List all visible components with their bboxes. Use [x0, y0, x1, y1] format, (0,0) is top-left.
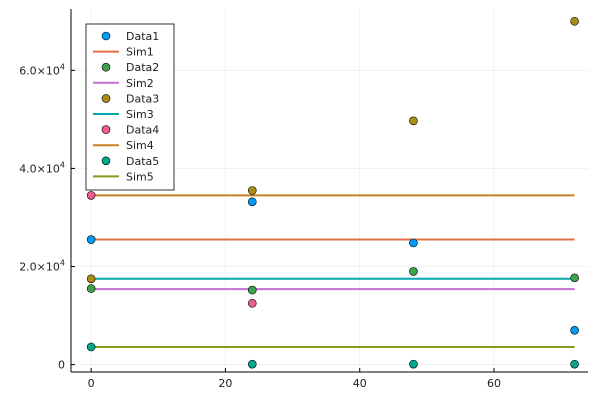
- data-point-data3: [409, 116, 418, 126]
- data-point-data4: [247, 299, 257, 308]
- data-point-data3: [86, 274, 96, 284]
- data-point-data2: [409, 267, 418, 276]
- data-point-data3: [570, 16, 579, 26]
- data-point-data1: [86, 235, 96, 244]
- legend-marker-data2: [101, 62, 111, 72]
- data-point-data1: [409, 238, 418, 248]
- legend-label-sim5: Sim5: [126, 170, 154, 183]
- legend-label-sim1: Sim1: [126, 46, 154, 59]
- legend-label-data2: Data2: [126, 61, 159, 74]
- data-point-data2: [570, 273, 579, 283]
- data-point-data5: [247, 359, 257, 369]
- y-tick-label: 0: [58, 359, 65, 372]
- data-point-data5: [570, 359, 579, 369]
- legend-label-data5: Data5: [126, 155, 159, 168]
- legend: Data1 Sim1 Data2 Sim2 Data3 Sim3 Data4 Sim4 Data…: [85, 23, 175, 191]
- legend-marker-data4: [101, 125, 111, 134]
- data-point-data2: [86, 284, 96, 293]
- y-tick-label: 6.0×104: [19, 62, 65, 77]
- legend-label-sim4: Sim4: [126, 139, 154, 152]
- legend-marker-data5: [101, 156, 111, 166]
- legend-label-data1: Data1: [126, 30, 159, 43]
- data-point-data4: [86, 191, 96, 200]
- legend-label-data4: Data4: [126, 124, 159, 137]
- legend-label-data3: Data3: [126, 92, 159, 105]
- data-point-data3: [247, 186, 257, 195]
- data-point-data2: [247, 285, 257, 295]
- data-point-data1: [247, 197, 257, 207]
- x-tick-label: 0: [88, 377, 95, 390]
- axes-layer: 0 20 40 60 0 2.0×104 4.0×104 6.0×104: [19, 9, 588, 390]
- x-tick-label: 60: [487, 377, 501, 390]
- series-layer: [86, 16, 579, 369]
- y-tick-label: 4.0×104: [19, 160, 65, 175]
- x-tick-label: 40: [353, 377, 367, 390]
- legend-label-sim2: Sim2: [126, 77, 154, 90]
- x-tick-label: 20: [218, 377, 232, 390]
- legend-label-sim3: Sim3: [126, 108, 154, 121]
- data-point-data5: [86, 342, 96, 352]
- data-point-data1: [570, 326, 579, 335]
- data-point-data5: [409, 359, 418, 369]
- y-tick-label: 2.0×104: [19, 259, 65, 274]
- legend-marker-data1: [101, 31, 111, 41]
- legend-marker-data3: [101, 94, 111, 103]
